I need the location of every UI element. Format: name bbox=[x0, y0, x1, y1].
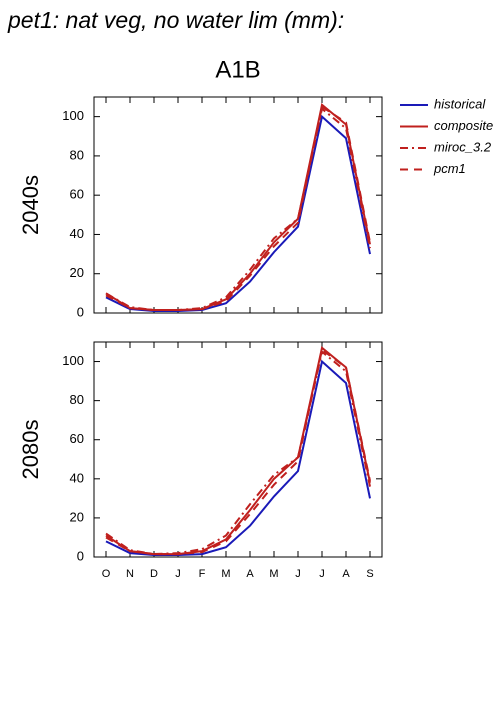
legend-label: miroc_3.2 bbox=[434, 139, 492, 154]
y-tick-label: 20 bbox=[70, 265, 84, 280]
plot-frame bbox=[93, 96, 383, 314]
x-tick-label: N bbox=[126, 568, 134, 580]
y-tick-label: 40 bbox=[70, 226, 84, 241]
x-tick-label: A bbox=[246, 568, 254, 580]
series-line bbox=[105, 105, 371, 312]
y-tick-label: 60 bbox=[70, 187, 84, 202]
series-line bbox=[105, 346, 371, 556]
series-line bbox=[105, 103, 371, 312]
y-tick-label: 100 bbox=[62, 353, 84, 368]
x-tick-label: M bbox=[269, 568, 278, 580]
x-tick-label: O bbox=[102, 568, 111, 580]
y-axis-label: 2080s bbox=[18, 420, 43, 480]
x-tick-label: J bbox=[295, 568, 301, 580]
series-line bbox=[105, 348, 371, 556]
chart-subtitle: A1B bbox=[215, 56, 260, 83]
plot-frame bbox=[93, 341, 383, 558]
y-tick-label: 100 bbox=[62, 108, 84, 123]
y-tick-label: 80 bbox=[70, 147, 84, 162]
legend-label: historical bbox=[434, 96, 486, 111]
series-line bbox=[105, 359, 371, 557]
x-tick-label: F bbox=[199, 568, 206, 580]
y-tick-label: 0 bbox=[77, 304, 84, 319]
chart-title: pet1: nat veg, no water lim (mm): bbox=[7, 7, 344, 33]
y-tick-label: 40 bbox=[70, 470, 84, 485]
x-tick-label: S bbox=[366, 568, 373, 580]
y-axis-label: 2040s bbox=[18, 175, 43, 235]
legend-label: pcm1 bbox=[433, 161, 466, 176]
y-tick-label: 60 bbox=[70, 431, 84, 446]
x-tick-label: J bbox=[319, 568, 325, 580]
y-tick-label: 20 bbox=[70, 509, 84, 524]
x-tick-label: J bbox=[175, 568, 181, 580]
x-tick-label: M bbox=[221, 568, 230, 580]
legend-label: composite bbox=[434, 118, 493, 133]
x-tick-label: D bbox=[150, 568, 158, 580]
series-line bbox=[105, 114, 371, 313]
y-tick-label: 80 bbox=[70, 392, 84, 407]
x-tick-label: A bbox=[342, 568, 350, 580]
series-line bbox=[105, 106, 371, 312]
y-tick-label: 0 bbox=[77, 548, 84, 563]
